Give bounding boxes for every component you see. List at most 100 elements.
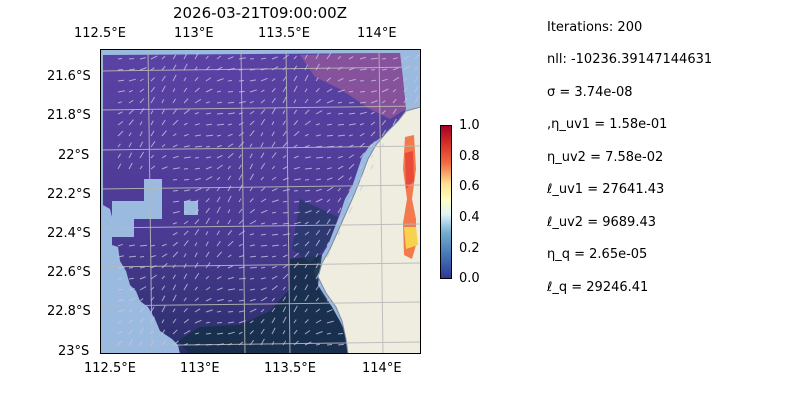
velocity-arrow xyxy=(205,262,211,269)
velocity-arrow xyxy=(216,123,225,126)
velocity-arrow xyxy=(293,65,298,71)
velocity-arrow xyxy=(216,90,222,93)
velocity-arrow xyxy=(315,273,320,280)
velocity-arrow xyxy=(271,211,277,214)
velocity-arrow xyxy=(172,200,179,203)
velocity-arrow xyxy=(348,154,355,159)
velocity-arrow xyxy=(359,111,367,115)
velocity-arrow xyxy=(260,318,265,324)
velocity-arrow xyxy=(414,53,421,60)
velocity-arrow xyxy=(249,320,254,324)
velocity-arrow xyxy=(293,262,299,269)
velocity-arrow xyxy=(117,90,125,93)
velocity-arrow xyxy=(238,310,246,313)
velocity-arrow xyxy=(227,311,234,313)
velocity-arrow xyxy=(161,144,166,148)
velocity-arrow xyxy=(227,254,232,258)
velocity-arrow xyxy=(150,274,157,280)
velocity-arrow xyxy=(183,156,191,159)
velocity-arrow xyxy=(117,121,124,126)
velocity-arrow xyxy=(304,167,312,170)
velocity-arrow xyxy=(150,141,156,148)
velocity-arrow xyxy=(282,254,288,258)
velocity-arrow xyxy=(271,66,279,71)
velocity-arrow xyxy=(293,130,300,137)
velocity-arrow xyxy=(348,67,355,71)
velocity-arrow xyxy=(370,141,376,148)
velocity-arrow xyxy=(249,244,256,247)
velocity-arrow xyxy=(117,58,123,60)
velocity-arrow xyxy=(381,88,389,93)
velocity-arrow xyxy=(260,132,264,137)
velocity-arrow xyxy=(414,76,419,82)
velocity-arrow xyxy=(183,122,188,126)
velocity-arrow xyxy=(249,220,257,225)
velocity-arrow xyxy=(194,145,203,148)
velocity-arrow xyxy=(205,176,213,181)
velocity-arrow xyxy=(238,277,246,280)
velocity-arrow xyxy=(183,220,189,225)
velocity-arrow xyxy=(304,251,310,258)
velocity-arrow xyxy=(227,240,234,247)
velocity-arrow xyxy=(238,164,242,170)
velocity-arrow xyxy=(161,275,165,280)
lat-tick: 22°S xyxy=(58,148,90,163)
velocity-arrow xyxy=(150,110,154,115)
velocity-arrow xyxy=(150,55,158,60)
velocity-arrow xyxy=(348,123,356,126)
velocity-arrow xyxy=(161,75,166,82)
lon-tick-top: 113.5°E xyxy=(258,26,310,41)
velocity-arrow xyxy=(337,66,343,71)
velocity-arrow xyxy=(216,220,220,225)
velocity-arrow xyxy=(205,321,211,324)
velocity-arrow xyxy=(304,88,308,93)
velocity-arrow xyxy=(161,166,168,170)
velocity-arrow xyxy=(337,112,344,115)
velocity-arrow xyxy=(117,330,123,335)
velocity-arrow xyxy=(139,256,145,258)
velocity-arrow xyxy=(315,319,322,324)
lat-tick: 22.6°S xyxy=(47,265,91,280)
velocity-arrow xyxy=(370,164,374,170)
velocity-arrow xyxy=(183,189,190,192)
velocity-arrow xyxy=(348,78,356,82)
velocity-arrow xyxy=(216,112,224,115)
velocity-arrow xyxy=(271,56,278,60)
velocity-arrow xyxy=(161,65,166,71)
velocity-arrow xyxy=(183,109,190,115)
velocity-arrow xyxy=(194,112,199,115)
velocity-arrow xyxy=(205,197,210,203)
velocity-arrow xyxy=(392,57,398,60)
velocity-arrow xyxy=(205,309,213,313)
velocity-arrow xyxy=(194,343,200,346)
velocity-arrow xyxy=(271,285,278,291)
velocity-arrow xyxy=(139,57,146,60)
velocity-arrow xyxy=(249,208,256,214)
colored-coastal-strip xyxy=(405,151,414,189)
velocity-arrow xyxy=(128,297,136,302)
velocity-arrow xyxy=(150,154,155,159)
velocity-arrow xyxy=(227,331,235,335)
velocity-arrow xyxy=(139,67,147,71)
velocity-arrow xyxy=(205,123,213,126)
velocity-arrow xyxy=(249,233,254,236)
velocity-arrow xyxy=(238,219,244,225)
velocity-arrow xyxy=(139,121,143,126)
velocity-arrow xyxy=(359,185,364,192)
velocity-arrow xyxy=(238,174,243,181)
velocity-arrow xyxy=(271,199,279,203)
velocity-arrow xyxy=(326,344,333,346)
velocity-arrow xyxy=(150,296,155,302)
velocity-arrow xyxy=(128,119,134,126)
velocity-arrow xyxy=(315,331,323,335)
velocity-arrow xyxy=(227,276,234,280)
velocity-arrow xyxy=(326,134,334,137)
velocity-arrow xyxy=(282,120,286,126)
velocity-arrow xyxy=(128,58,135,60)
velocity-arrow xyxy=(326,252,330,258)
velocity-arrow xyxy=(172,284,177,291)
velocity-arrow xyxy=(161,319,165,324)
velocity-arrow xyxy=(139,151,145,159)
lat-tick: 22.2°S xyxy=(47,187,91,202)
velocity-arrow xyxy=(249,89,257,93)
